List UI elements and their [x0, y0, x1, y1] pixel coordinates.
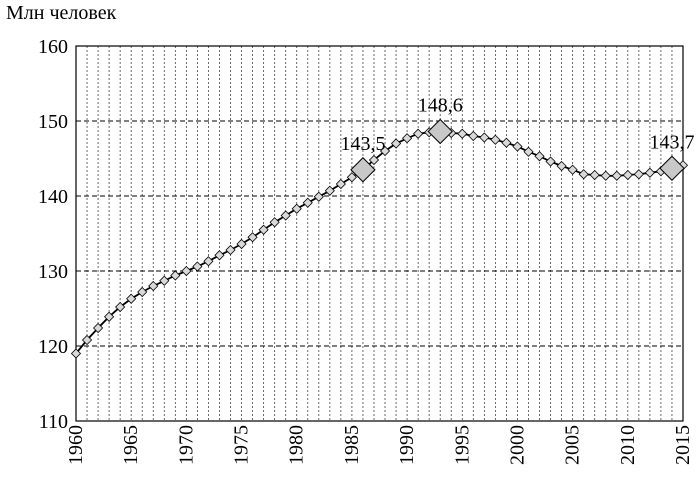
- data-point: [379, 145, 391, 157]
- data-point: [269, 217, 280, 228]
- highlighted-point: [427, 118, 453, 145]
- data-point: [622, 169, 633, 181]
- x-tick-label: 1960: [65, 425, 87, 465]
- data-point: [247, 232, 258, 243]
- x-tick-label: 2000: [506, 425, 528, 465]
- data-point: [159, 275, 170, 286]
- x-tick-label: 2005: [562, 425, 584, 465]
- data-point: [214, 250, 225, 261]
- y-tick-label: 130: [38, 261, 68, 283]
- data-point: [346, 172, 357, 183]
- data-point: [192, 261, 203, 272]
- x-tick-label: 1980: [286, 425, 308, 465]
- highlighted-point: [659, 155, 685, 181]
- data-point: [335, 178, 346, 190]
- data-label: 148,6: [418, 95, 463, 117]
- x-tick-label: 2010: [617, 425, 639, 465]
- data-point: [512, 141, 523, 152]
- data-point: [644, 167, 655, 178]
- data-point: [556, 160, 567, 172]
- data-point: [545, 156, 556, 167]
- data-point: [402, 133, 413, 144]
- highlighted-point: [350, 157, 376, 183]
- x-tick-label: 1975: [231, 425, 253, 465]
- x-tick-label: 1985: [341, 425, 363, 465]
- series-line: [75, 130, 684, 355]
- data-point: [457, 128, 468, 139]
- data-point: [258, 224, 269, 235]
- data-point: [148, 280, 159, 292]
- data-point: [490, 134, 501, 145]
- x-tick-label: 2015: [672, 425, 694, 465]
- data-point: [633, 169, 644, 180]
- data-point: [115, 301, 126, 313]
- data-point: [225, 244, 236, 256]
- annotations: 143,5 148,6 143,7: [340, 95, 694, 183]
- data-point: [413, 128, 424, 139]
- data-series: [70, 126, 689, 359]
- y-tick-label: 150: [38, 111, 68, 133]
- x-tick-label: 1995: [451, 425, 473, 465]
- y-tick-label: 160: [38, 36, 68, 58]
- y-axis-label: Млн человек: [6, 2, 117, 24]
- data-point: [181, 265, 192, 277]
- data-point: [170, 270, 181, 281]
- data-point: [302, 197, 313, 208]
- data-point: [523, 146, 534, 157]
- data-point: [104, 311, 115, 322]
- x-tick-labels: 1960 1965 1970 1975 1980 1985 1990 1995 2000 2005…: [65, 425, 694, 465]
- data-point: [600, 170, 611, 181]
- plot-frame: [75, 45, 684, 422]
- data-point: [589, 169, 600, 181]
- y-tick-labels: 110 120 130 140 150 160: [38, 36, 68, 433]
- y-tick-label: 120: [38, 336, 68, 358]
- data-point: [93, 322, 104, 334]
- data-point: [324, 185, 335, 196]
- data-point: [280, 210, 291, 221]
- data-point: [203, 256, 214, 267]
- x-tick-label: 1970: [175, 425, 197, 465]
- x-tick-label: 1990: [396, 425, 418, 465]
- data-point: [390, 138, 402, 149]
- data-label: 143,5: [340, 133, 385, 155]
- data-point: [578, 169, 589, 180]
- x-tick-label: 1965: [120, 425, 142, 465]
- data-point: [368, 154, 380, 166]
- data-point: [126, 293, 137, 304]
- y-tick-label: 110: [39, 411, 68, 433]
- data-point: [291, 203, 302, 214]
- horizontal-gridlines: [76, 120, 683, 347]
- data-point: [137, 286, 148, 298]
- data-point: [534, 151, 545, 162]
- data-point: [468, 130, 479, 142]
- data-point: [567, 164, 578, 175]
- y-tick-label: 140: [38, 186, 68, 208]
- data-point: [611, 170, 622, 181]
- data-label: 143,7: [649, 131, 694, 153]
- data-point: [236, 238, 247, 250]
- data-point: [479, 132, 490, 143]
- vertical-gridlines: [86, 46, 673, 421]
- data-point: [313, 191, 324, 202]
- data-point: [501, 137, 512, 148]
- data-point: [81, 334, 93, 346]
- data-point: [70, 348, 82, 359]
